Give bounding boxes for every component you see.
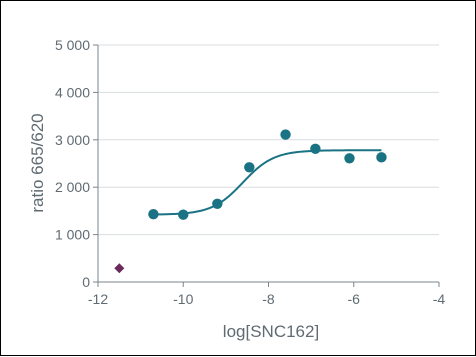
data-point-6 [344,153,355,164]
x-tick-label-3: -6 [348,291,361,307]
data-point-2 [212,198,223,209]
fit-curve-layer [153,149,382,216]
data-point-0 [148,209,159,220]
data-points [114,129,387,274]
data-point-1 [178,209,189,220]
y-tick-label-1: 1 000 [55,227,90,243]
axes: 0 1 000 2 000 3 000 4 000 5 000 -12 -10 -8 -6 -4 [55,37,445,307]
data-point-3 [244,162,255,173]
x-tick-label-0: -12 [88,291,108,307]
data-point-5 [310,143,321,155]
y-tick-label-0: 0 [82,274,90,290]
x-tick-label-1: -10 [173,291,193,307]
y-tick-label-3: 3 000 [55,132,90,148]
data-point-diamond-0 [114,263,125,274]
x-tick-label-2: -8 [262,291,275,307]
x-axis-title: log[SNC162] [223,322,319,341]
y-tick-label-4: 4 000 [55,84,90,100]
fit-curve [153,149,382,216]
y-tick-label-5: 5 000 [55,37,90,53]
data-point-4 [280,129,291,140]
x-tick-label-4: -4 [433,291,446,307]
grid [98,44,439,236]
y-axis-title: ratio 665/620 [28,113,47,212]
data-point-7 [376,152,387,163]
y-tick-label-2: 2 000 [55,179,90,195]
